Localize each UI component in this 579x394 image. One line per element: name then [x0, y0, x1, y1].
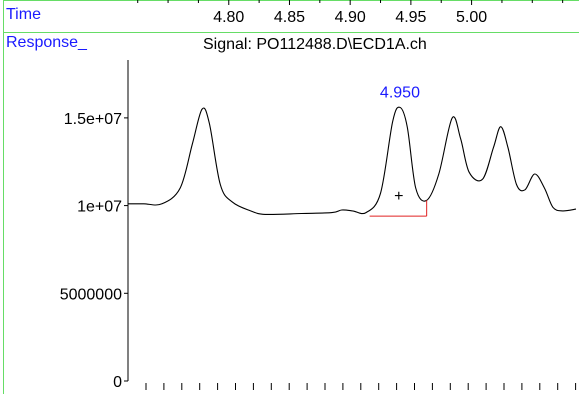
response-axis-label: Response_: [6, 34, 87, 51]
signal-trace: [128, 106, 577, 216]
peak-plus-marker: +: [394, 188, 403, 205]
signal-title: Signal: PO112488.D\ECD1A.ch: [203, 36, 427, 53]
peak-retention-label: 4.950: [380, 84, 420, 101]
time-tick-label: 4.95: [395, 9, 426, 26]
y-tick-label: 5000000: [60, 286, 122, 303]
y-tick-label: 1.5e+07: [64, 111, 122, 128]
time-axis-label: Time: [6, 6, 41, 23]
time-tick-label: 4.80: [213, 9, 244, 26]
time-tick-label: 5.00: [456, 9, 487, 26]
time-tick-label: 4.85: [274, 9, 305, 26]
y-tick-label: 0: [113, 374, 122, 391]
y-tick-label: 1e+07: [77, 199, 122, 216]
time-tick-label: 4.90: [335, 9, 366, 26]
